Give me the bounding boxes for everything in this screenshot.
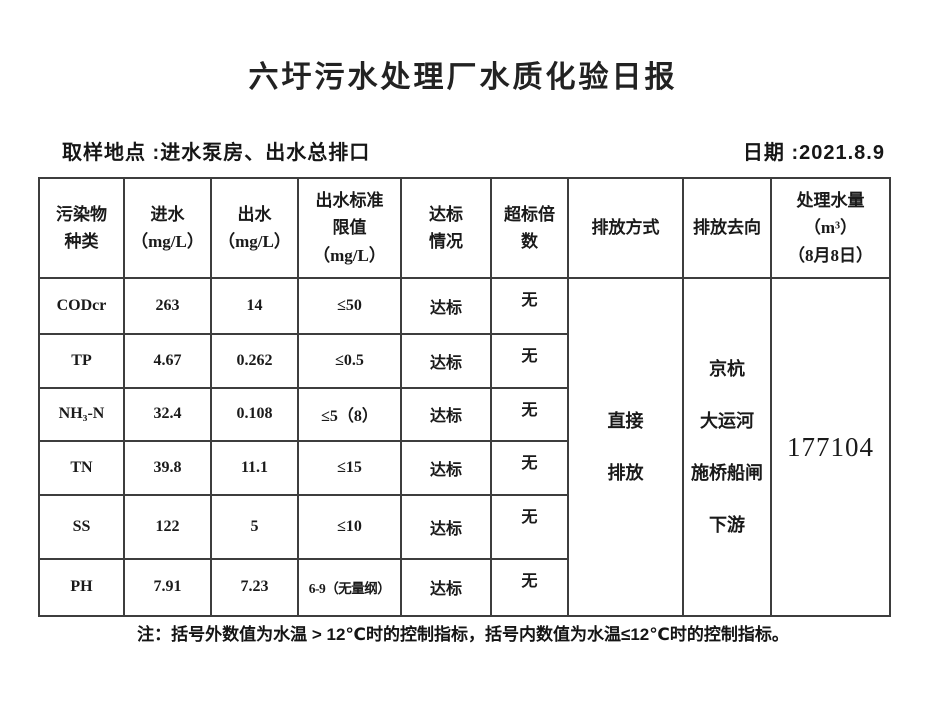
cell-exceed: 无 [490,557,569,618]
cell-exceed: 无 [490,493,569,560]
cell-influent: 122 [123,493,212,560]
cell-effluent: 0.262 [210,333,299,389]
header-compliance: 达标 情况 [400,177,492,279]
table-row-tn: TN 39.8 11.1 ≤15 达标 无 [38,439,890,496]
cell-discharge-method: 直接 排放 [567,277,684,617]
cell-pollutant: TP [38,333,125,389]
cell-exceed: 无 [490,276,569,336]
header-influent: 进水 （mg/L） [123,177,212,279]
cell-effluent: 0.108 [210,386,299,442]
cell-effluent: 11.1 [210,439,299,496]
cell-limit: ≤5（8） [297,386,402,442]
table-row-nh3n: NH₃-N 32.4 0.108 ≤5（8） 达标 无 [38,386,890,442]
info-row: 取样地点 :进水泵房、出水总排口 日期 :2021.8.9 [62,136,885,165]
cell-limit: ≤50 [297,276,402,336]
cell-status: 达标 [400,493,492,560]
cell-limit: 6-9（无量纲） [297,557,402,618]
footnote: 注：括号外数值为水温 > 12℃时的控制指标，括号内数值为水温≤12℃时的控制指… [137,625,789,644]
cell-status: 达标 [400,333,492,389]
cell-influent: 4.67 [123,333,212,389]
cell-influent: 32.4 [123,386,212,442]
cell-limit: ≤0.5 [297,333,402,389]
cell-influent: 39.8 [123,439,212,496]
cell-effluent: 5 [210,493,299,560]
cell-discharge-destination: 京杭 大运河 施桥船闸 下游 [682,277,772,617]
cell-pollutant: SS [38,493,125,560]
page-title: 六圩污水处理厂水质化验日报 [248,61,678,94]
header-treated-volume: 处理水量 （m³） （8月8日） [770,177,891,279]
cell-status: 达标 [400,439,492,496]
water-quality-table: 污染物 种类 进水 （mg/L） 出水 （mg/L） 出水标准 限值 （mg/L… [38,177,891,618]
cell-exceed: 无 [490,439,569,496]
table-row-ph: PH 7.91 7.23 6-9（无量纲） 达标 无 [38,557,890,618]
header-discharge-method: 排放方式 [567,177,684,279]
cell-limit: ≤10 [297,493,402,560]
cell-treated-volume: 177104 [770,277,891,617]
table-row-codcr: CODcr 263 14 ≤50 达标 无 直接 排放 京杭 大运河 施桥船闸 … [38,276,891,617]
table-row-ss: SS 122 5 ≤10 达标 无 [38,493,890,560]
cell-effluent: 14 [210,276,299,336]
sampling-location-label: 取样地点 :进水泵房、出水总排口 [62,142,371,164]
cell-influent: 7.91 [123,557,212,618]
header-row: 污染物 种类 进水 （mg/L） 出水 （mg/L） 出水标准 限值 （mg/L… [38,177,891,279]
cell-exceed: 无 [490,333,569,389]
cell-status: 达标 [400,557,492,618]
cell-pollutant: PH [38,557,125,618]
header-pollutant-type: 污染物 种类 [38,177,125,279]
cell-influent: 263 [123,276,212,336]
cell-pollutant: TN [38,439,125,496]
header-effluent: 出水 （mg/L） [210,177,299,279]
cell-status: 达标 [400,276,492,336]
cell-exceed: 无 [490,386,569,442]
header-exceed-multiple: 超标倍 数 [490,177,569,279]
header-discharge-destination: 排放去向 [682,177,772,279]
report-date-label: 日期 :2021.8.9 [742,142,885,164]
cell-pollutant: NH₃-N [38,386,125,442]
cell-limit: ≤15 [297,439,402,496]
cell-effluent: 7.23 [210,557,299,618]
cell-pollutant: CODcr [38,276,125,336]
table-row-tp: TP 4.67 0.262 ≤0.5 达标 无 [38,333,890,389]
header-effluent-limit: 出水标准 限值 （mg/L） [297,177,402,279]
cell-status: 达标 [400,386,492,442]
